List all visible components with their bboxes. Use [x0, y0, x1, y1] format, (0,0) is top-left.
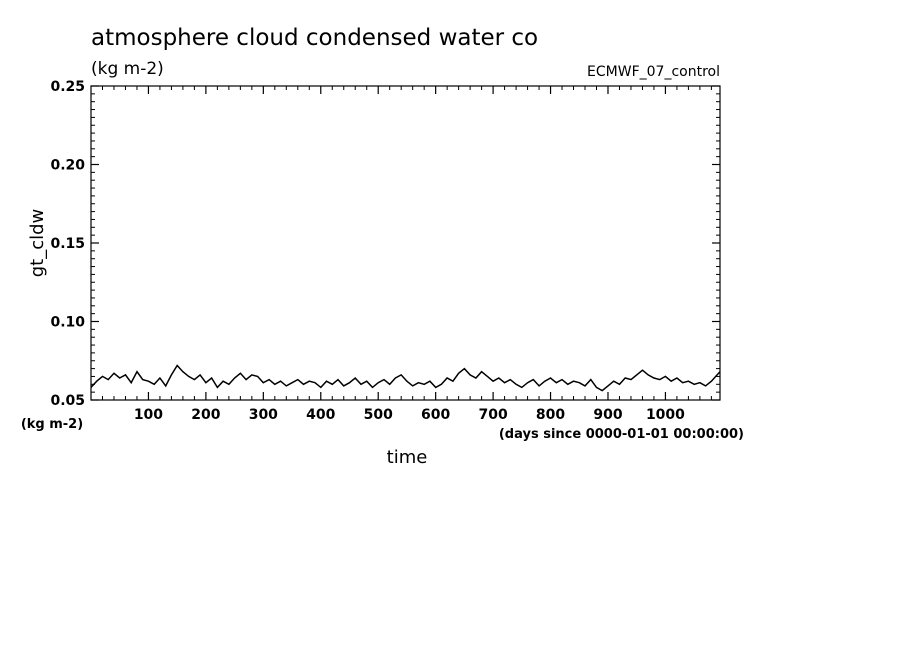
x-axis-title: time — [387, 447, 428, 468]
y-minor-ticks — [91, 93, 720, 393]
x-tick-label: 100 — [134, 407, 163, 423]
x-tick-label: 700 — [478, 407, 507, 423]
y-units-corner: (kg m-2) — [21, 417, 83, 432]
x-tick-label: 600 — [421, 407, 450, 423]
x-units: (days since 0000-01-01 00:00:00) — [499, 427, 744, 442]
y-tick-label: 0.20 — [50, 158, 85, 174]
x-tick-label: 1000 — [646, 407, 685, 423]
x-axis-ticks: 100 200 300 400 500 600 700 800 900 1000 — [134, 86, 685, 423]
plot-frame — [90, 85, 721, 401]
chart-source: ECMWF_07_control — [587, 64, 720, 80]
x-minor-ticks — [101, 86, 712, 400]
y-tick-label: 0.25 — [50, 79, 85, 95]
plot-area: 0.05 0.10 0.15 0.20 0.25 100 200 300 400 500 600 7… — [50, 79, 721, 423]
x-tick-label: 500 — [364, 407, 393, 423]
chart-title: atmosphere cloud condensed water co — [91, 25, 538, 51]
chart-units: (kg m-2) — [91, 59, 164, 79]
y-tick-label: 0.05 — [50, 393, 85, 409]
y-axis-ticks: 0.05 0.10 0.15 0.20 0.25 — [50, 79, 720, 409]
y-tick-label: 0.15 — [50, 236, 85, 252]
y-tick-label: 0.10 — [50, 315, 85, 331]
x-tick-label: 300 — [249, 407, 278, 423]
x-tick-label: 200 — [191, 407, 220, 423]
x-tick-label: 400 — [306, 407, 335, 423]
series-line — [90, 364, 721, 392]
x-tick-label: 900 — [593, 407, 622, 423]
y-axis-title: gt_cldw — [27, 209, 48, 278]
x-tick-label: 800 — [536, 407, 565, 423]
